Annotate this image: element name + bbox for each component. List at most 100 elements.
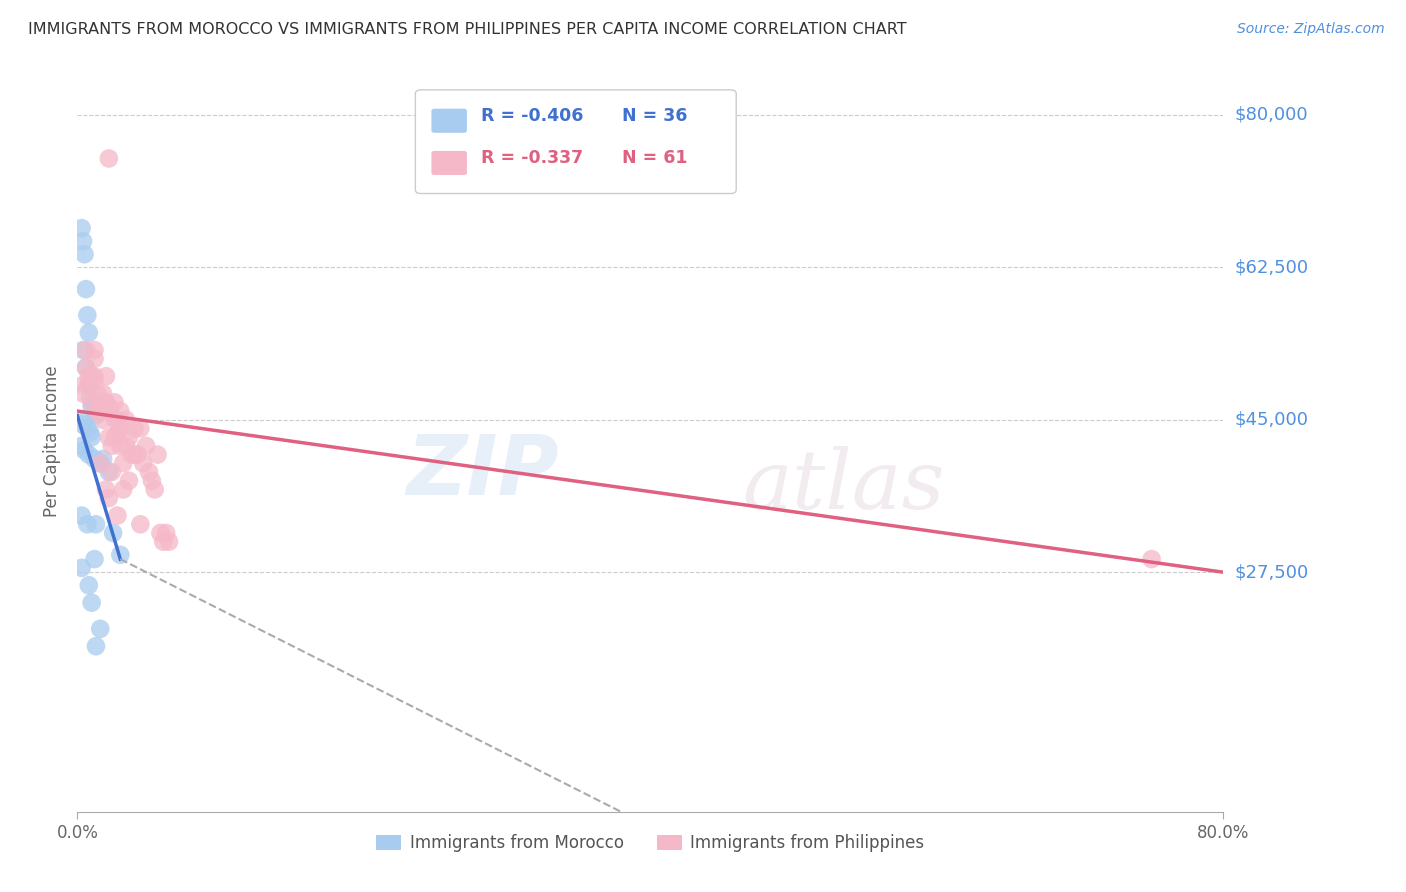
- Text: R = -0.337: R = -0.337: [481, 149, 583, 167]
- Point: [121, 448, 143, 462]
- Point: [76, 517, 98, 532]
- Point: [89, 404, 111, 418]
- Point: [143, 483, 166, 497]
- Point: [89, 395, 111, 409]
- Point: [77, 578, 100, 592]
- Point: [70, 439, 93, 453]
- Point: [107, 413, 129, 427]
- Point: [97, 400, 120, 414]
- Point: [152, 534, 174, 549]
- Point: [97, 404, 120, 418]
- Point: [75, 343, 97, 357]
- Point: [127, 448, 149, 462]
- Point: [79, 425, 101, 440]
- Point: [94, 395, 117, 409]
- Point: [83, 452, 105, 467]
- Point: [103, 395, 125, 409]
- Point: [110, 421, 132, 435]
- Point: [72, 234, 94, 248]
- Point: [157, 534, 180, 549]
- Point: [73, 247, 96, 261]
- Point: [94, 369, 117, 384]
- Text: $80,000: $80,000: [1234, 106, 1308, 124]
- Text: N = 36: N = 36: [621, 107, 688, 125]
- FancyBboxPatch shape: [432, 151, 467, 175]
- Point: [118, 430, 141, 444]
- Point: [155, 526, 177, 541]
- Point: [91, 386, 114, 401]
- Text: Source: ZipAtlas.com: Source: ZipAtlas.com: [1237, 22, 1385, 37]
- Point: [112, 456, 135, 470]
- Point: [77, 378, 100, 392]
- Point: [132, 456, 155, 470]
- Point: [97, 465, 120, 479]
- Text: N = 61: N = 61: [621, 149, 688, 167]
- Point: [83, 404, 105, 418]
- Point: [101, 526, 124, 541]
- Point: [83, 374, 105, 388]
- Point: [118, 474, 141, 488]
- Point: [72, 378, 94, 392]
- Point: [80, 596, 103, 610]
- Point: [124, 448, 146, 462]
- Point: [89, 622, 111, 636]
- Text: ZIP: ZIP: [406, 431, 558, 512]
- Point: [110, 439, 132, 453]
- Point: [124, 421, 146, 435]
- Point: [100, 465, 122, 479]
- Point: [110, 404, 132, 418]
- Point: [76, 308, 98, 322]
- Point: [97, 152, 120, 166]
- Point: [70, 221, 93, 235]
- Point: [75, 360, 97, 375]
- Point: [89, 456, 111, 470]
- Legend: Immigrants from Morocco, Immigrants from Philippines: Immigrants from Morocco, Immigrants from…: [370, 828, 931, 859]
- Point: [129, 421, 152, 435]
- Point: [75, 360, 97, 375]
- Text: $62,500: $62,500: [1234, 259, 1309, 277]
- Point: [91, 395, 114, 409]
- Point: [80, 369, 103, 384]
- Point: [112, 483, 135, 497]
- Point: [77, 369, 100, 384]
- Point: [94, 483, 117, 497]
- Text: atlas: atlas: [742, 446, 945, 526]
- Point: [149, 526, 172, 541]
- Point: [80, 400, 103, 414]
- Point: [83, 343, 105, 357]
- Point: [86, 404, 108, 418]
- Text: IMMIGRANTS FROM MOROCCO VS IMMIGRANTS FROM PHILIPPINES PER CAPITA INCOME CORRELA: IMMIGRANTS FROM MOROCCO VS IMMIGRANTS FR…: [28, 22, 907, 37]
- Point: [146, 448, 169, 462]
- Text: $27,500: $27,500: [1234, 563, 1309, 582]
- Point: [1140, 552, 1163, 566]
- Point: [73, 443, 96, 458]
- Point: [103, 413, 125, 427]
- Point: [76, 421, 98, 435]
- Point: [91, 452, 114, 467]
- Text: $45,000: $45,000: [1234, 410, 1309, 429]
- Point: [70, 417, 93, 431]
- Point: [77, 326, 100, 340]
- Point: [75, 282, 97, 296]
- Point: [129, 517, 152, 532]
- Point: [115, 439, 138, 453]
- Point: [107, 425, 129, 440]
- Y-axis label: Per Capita Income: Per Capita Income: [44, 366, 62, 517]
- Point: [84, 517, 107, 532]
- Point: [135, 439, 157, 453]
- Point: [72, 343, 94, 357]
- Point: [70, 561, 93, 575]
- Point: [138, 465, 160, 479]
- Point: [97, 430, 120, 444]
- Point: [91, 413, 114, 427]
- Point: [79, 391, 101, 405]
- Point: [84, 639, 107, 653]
- Point: [72, 386, 94, 401]
- FancyBboxPatch shape: [432, 109, 467, 133]
- Point: [97, 491, 120, 505]
- Point: [103, 430, 125, 444]
- Point: [141, 474, 163, 488]
- Point: [84, 409, 107, 423]
- Point: [77, 448, 100, 462]
- Point: [70, 508, 93, 523]
